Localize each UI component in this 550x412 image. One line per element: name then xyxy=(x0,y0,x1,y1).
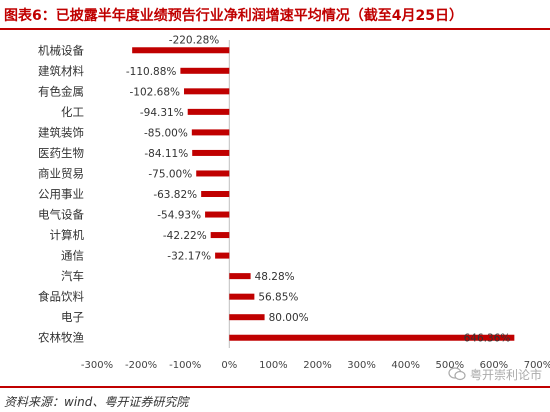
bar xyxy=(210,232,230,239)
bar xyxy=(205,211,230,218)
category-label: 电子 xyxy=(61,310,84,324)
chart-title: 图表6：已披露半年度业绩预告行业净利润增速平均情况（截至4月25日） xyxy=(4,8,463,24)
x-tick-label: 600% xyxy=(480,360,509,371)
bar xyxy=(184,88,230,95)
x-tick-label: 100% xyxy=(259,360,288,371)
x-tick-label: -200% xyxy=(125,360,157,371)
data-label: -102.68% xyxy=(130,86,181,98)
x-tick-label: 700% xyxy=(524,360,550,371)
data-label: 56.85% xyxy=(258,292,298,304)
category-label: 农林牧渔 xyxy=(38,331,84,345)
x-tick-label: 0% xyxy=(221,360,237,371)
source-note: 资料来源：wind、粤开证券研究院 xyxy=(4,395,189,409)
bar-chart: 机械设备 -220.28% 建筑材料 -110.88% 有色金属 -102.68% 化工 -9… xyxy=(38,34,550,371)
category-label: 化工 xyxy=(61,105,84,119)
data-label: -84.11% xyxy=(144,148,188,160)
x-tick-label: -100% xyxy=(169,360,201,371)
data-label: 48.28% xyxy=(255,271,295,283)
data-label: -75.00% xyxy=(148,168,192,180)
category-label: 有色金属 xyxy=(38,84,84,98)
x-tick-label: 200% xyxy=(303,360,332,371)
category-label: 公用事业 xyxy=(38,187,84,201)
bar xyxy=(229,273,251,280)
bar xyxy=(192,149,230,156)
bar xyxy=(196,170,230,177)
watermark-text: 粤开崇利论市 xyxy=(469,367,542,382)
category-label: 汽车 xyxy=(61,269,84,283)
chart-title-bar: 图表6：已披露半年度业绩预告行业净利润增速平均情况（截至4月25日） xyxy=(0,0,550,30)
category-label: 食品饮料 xyxy=(38,290,84,304)
x-tick-label: -300% xyxy=(81,360,113,371)
category-label: 建筑装饰 xyxy=(38,125,84,139)
category-label: 计算机 xyxy=(50,228,85,242)
category-label: 通信 xyxy=(61,249,84,263)
data-label: 646.36% xyxy=(464,333,511,345)
category-label: 电气设备 xyxy=(38,208,84,222)
bar xyxy=(187,108,230,115)
data-label: -220.28% xyxy=(169,34,220,46)
data-label: -42.22% xyxy=(163,230,207,242)
data-label: -110.88% xyxy=(126,66,177,78)
wechat-icon xyxy=(448,367,466,381)
data-label: -54.93% xyxy=(157,210,201,222)
category-label: 机械设备 xyxy=(38,43,84,57)
bar xyxy=(229,314,265,321)
bar xyxy=(180,67,230,74)
x-tick-label: 400% xyxy=(391,360,420,371)
watermark: 粤开崇利论市 xyxy=(448,364,542,384)
bar xyxy=(191,129,230,136)
x-tick-label: 500% xyxy=(436,360,465,371)
bar xyxy=(132,47,230,54)
data-label: -85.00% xyxy=(144,127,188,139)
data-label: 80.00% xyxy=(269,312,309,324)
bar xyxy=(201,191,230,197)
category-label: 商业贸易 xyxy=(38,166,84,180)
data-label: -94.31% xyxy=(140,107,184,119)
data-label: -63.82% xyxy=(153,189,197,201)
bar xyxy=(229,293,255,300)
category-label: 建筑材料 xyxy=(38,64,84,78)
x-tick-label: 300% xyxy=(347,360,376,371)
category-label: 医药生物 xyxy=(38,146,84,160)
footer: 资料来源：wind、粤开证券研究院 xyxy=(0,386,550,412)
data-label: -32.17% xyxy=(167,251,211,263)
bar xyxy=(229,334,515,341)
bar xyxy=(215,252,230,259)
